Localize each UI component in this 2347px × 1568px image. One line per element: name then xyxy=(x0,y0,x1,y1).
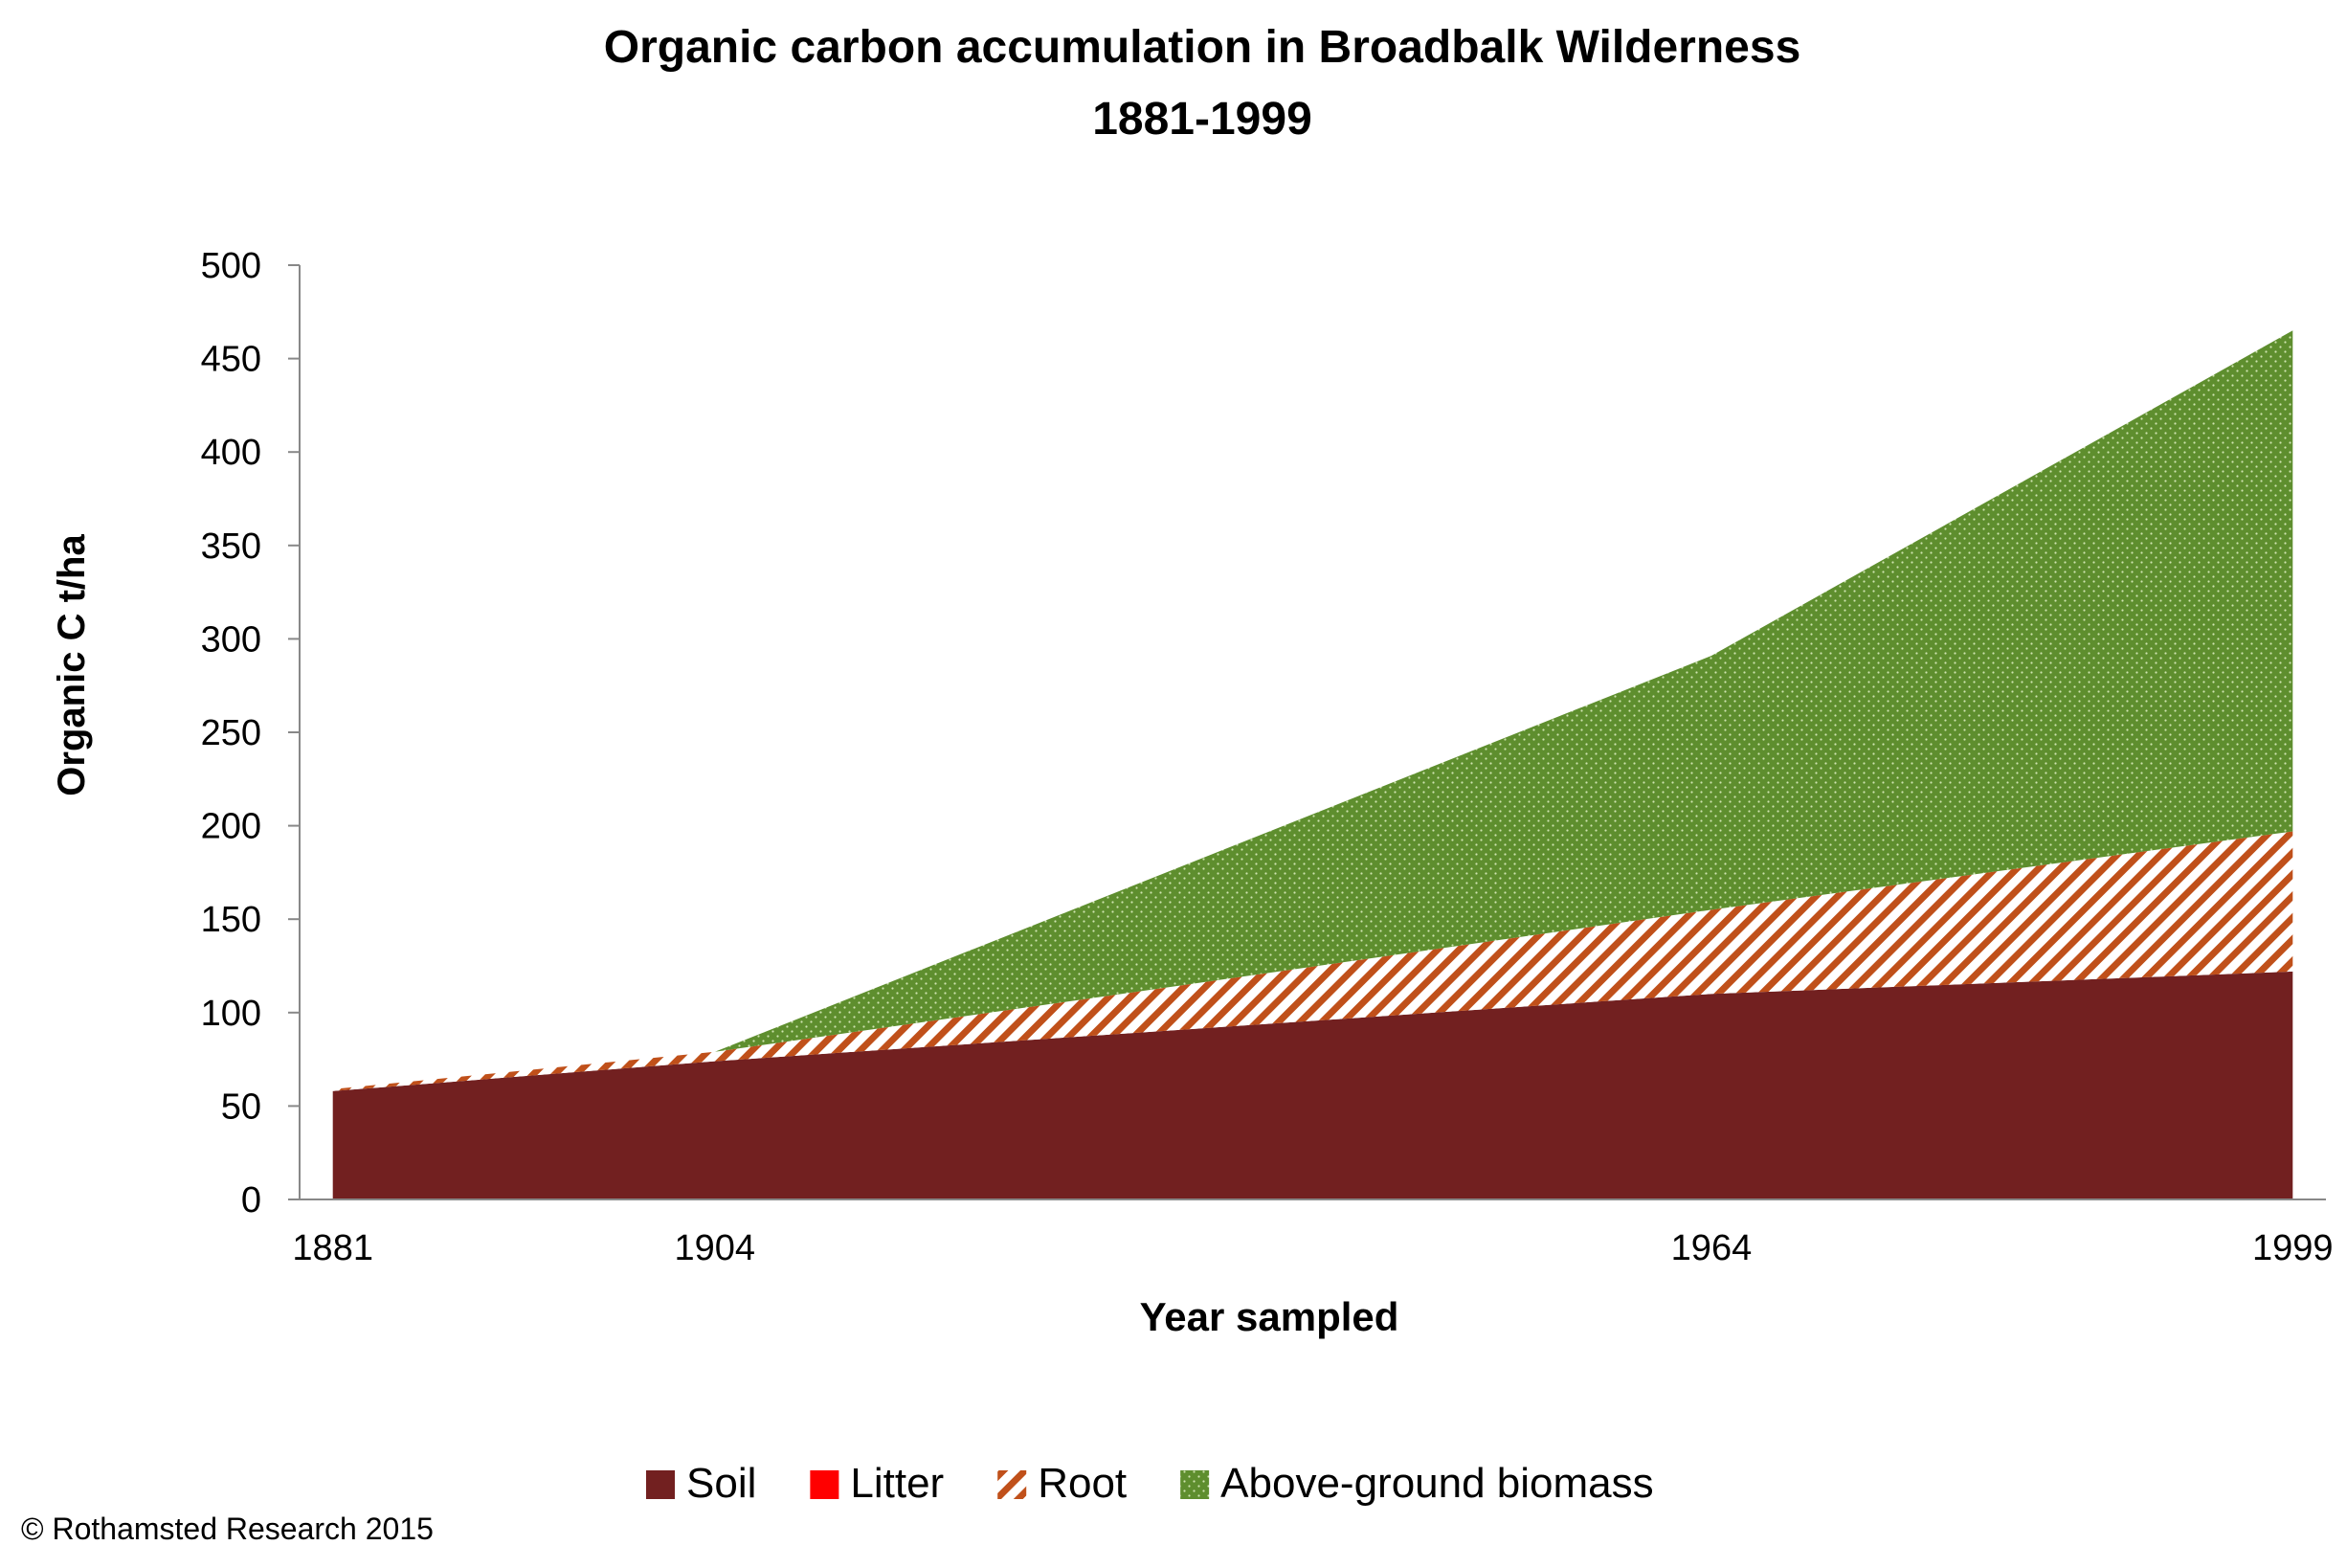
copyright-text: © Rothamsted Research 2015 xyxy=(21,1512,434,1546)
legend-swatch xyxy=(810,1470,839,1499)
x-tick-label: 1881 xyxy=(292,1228,373,1268)
x-ticks: 1881 1904 1964 1999 xyxy=(292,1228,2333,1268)
legend-item-litter: Litter xyxy=(810,1460,944,1507)
y-tick-label: 450 xyxy=(201,340,261,380)
area-root xyxy=(332,831,2293,1091)
x-tick-label: 1904 xyxy=(675,1228,756,1268)
y-ticks: 0 50 100 150 200 250 300 350 400 450 500 xyxy=(201,246,300,1221)
area-above-ground-biomass xyxy=(332,330,2293,1089)
y-axis-label: Organic C t/ha xyxy=(51,534,93,796)
y-tick-label: 150 xyxy=(201,900,261,940)
y-tick-label: 400 xyxy=(201,433,261,473)
y-tick-label: 200 xyxy=(201,807,261,847)
legend-label: Root xyxy=(1038,1460,1127,1507)
chart-subtitle: 1881-1999 xyxy=(1092,94,1312,145)
y-tick-label: 500 xyxy=(201,246,261,286)
legend-swatch xyxy=(646,1470,675,1499)
y-tick-label: 0 xyxy=(241,1180,261,1221)
y-tick-label: 350 xyxy=(201,526,261,567)
legend-label: Soil xyxy=(686,1460,756,1507)
legend: Soil Litter Root Above-ground biomass xyxy=(646,1460,1654,1507)
x-tick-label: 1999 xyxy=(2252,1228,2334,1268)
y-tick-label: 100 xyxy=(201,994,261,1034)
y-tick-label: 250 xyxy=(201,713,261,753)
area-layer xyxy=(332,330,2293,1199)
legend-label: Above-ground biomass xyxy=(1220,1460,1653,1507)
area-soil xyxy=(332,971,2293,1199)
legend-label: Litter xyxy=(850,1460,944,1507)
y-tick-label: 50 xyxy=(221,1086,261,1127)
y-tick-label: 300 xyxy=(201,619,261,660)
legend-swatch xyxy=(997,1470,1027,1499)
x-axis-label: Year sampled xyxy=(1140,1294,1399,1339)
x-tick-label: 1964 xyxy=(1671,1228,1753,1268)
chart-title: Organic carbon accumulation in Broadbalk… xyxy=(604,22,1801,73)
legend-item-above-ground-biomass: Above-ground biomass xyxy=(1180,1460,1654,1507)
legend-item-soil: Soil xyxy=(646,1460,756,1507)
legend-item-root: Root xyxy=(997,1460,1127,1507)
legend-swatch xyxy=(1180,1470,1210,1499)
